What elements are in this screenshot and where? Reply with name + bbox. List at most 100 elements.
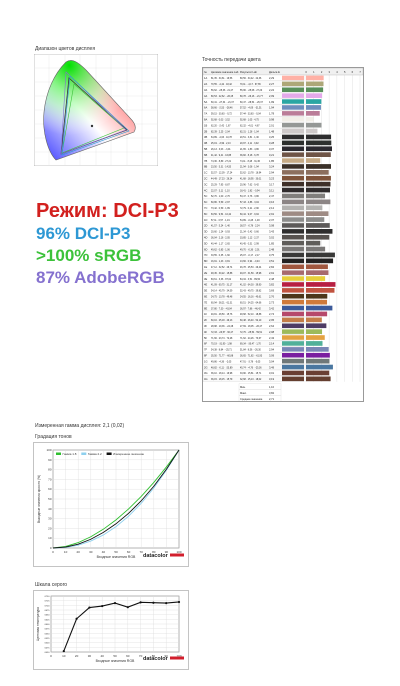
y-axis-label: Цветовая температура xyxy=(36,607,40,641)
accuracy-row-swatch xyxy=(282,99,304,104)
accuracy-row-swatch xyxy=(282,105,304,110)
accuracy-row-result: 53,47 · 0,76 · 3,86 xyxy=(240,196,259,198)
deltae-bar xyxy=(306,87,324,93)
accuracy-row-result: 60,51 · 34,25 · 64,66 xyxy=(240,302,262,304)
y-tick-label: 6725 xyxy=(45,601,51,603)
deltae-bar xyxy=(306,323,327,329)
accuracy-row-id: 8D xyxy=(204,259,207,263)
accuracy-row-deltae: 3,19 xyxy=(269,377,275,381)
accuracy-row-deltae: 2,22 xyxy=(269,88,275,92)
data-point xyxy=(62,649,65,653)
x-tick-label: 40 xyxy=(101,654,105,658)
accuracy-row-deltae: 2,27 xyxy=(269,82,275,86)
data-point xyxy=(177,600,181,604)
accuracy-row-deltae: 3,75 xyxy=(269,253,275,257)
accuracy-row-target: 57,11 · 0,57 · 1,19 xyxy=(211,220,230,222)
accuracy-row-result: 74,11 · 8,48 · 31,36 xyxy=(240,161,261,163)
x-tick-label: 70 xyxy=(139,654,143,658)
accuracy-row-swatch xyxy=(282,164,304,169)
accuracy-row-id: 3C xyxy=(204,182,207,186)
accuracy-row-deltae: 1,99 xyxy=(269,100,275,104)
accuracy-summary-value: 2,71 xyxy=(269,397,275,401)
accuracy-row-swatch xyxy=(282,128,304,134)
accuracy-row-target: 54,14 · 45,79 · 34,59 xyxy=(211,291,233,293)
accuracy-row-result: 41,02 · 64,03 · 39,90 xyxy=(240,285,262,287)
accuracy-row-swatch xyxy=(282,258,304,264)
legend-swatch xyxy=(106,452,112,455)
y-axis-label: Выходные значения яркости (%) xyxy=(37,475,41,523)
accuracy-row-target: 44,49 · 17,23 · 26,24 xyxy=(211,179,233,181)
x-tick-label: 40 xyxy=(102,550,106,554)
accuracy-scale-tick: 1 xyxy=(313,70,315,74)
x-tick-label: 50 xyxy=(114,550,118,554)
y-tick-label: 40 xyxy=(48,507,52,511)
deltae-bar xyxy=(306,99,322,104)
x-tick-label: 90 xyxy=(165,550,169,554)
accuracy-row-target: 49,81 · 48,50 · 15,76 xyxy=(211,314,233,316)
accuracy-row-deltae: 1,85 xyxy=(269,159,275,163)
accuracy-row-id: 7A xyxy=(204,112,207,116)
accuracy-row-deltae: 2,64 xyxy=(269,324,275,328)
accuracy-row-swatch xyxy=(282,264,304,269)
accuracy-row-deltae: 2,48 xyxy=(269,277,275,281)
accuracy-row-result: 45,74 · -4,76 · -25,36 xyxy=(240,367,262,369)
deltae-bar xyxy=(306,376,331,382)
cie-gamut-diagram xyxy=(34,54,158,166)
deltae-bar xyxy=(306,258,334,264)
accuracy-row-id: 1C xyxy=(204,171,207,175)
accuracy-row-swatch xyxy=(282,235,304,240)
x-tick-label: 90 xyxy=(165,654,169,658)
accuracy-row-result: 21,34 · 0,42 · 0,66 xyxy=(240,232,259,234)
accuracy-row-target: 37,80 · 7,30 · -43,04 xyxy=(211,308,233,310)
accuracy-row-id: 8F xyxy=(204,354,207,358)
accuracy-row-target: 47,12 · 32,52 · 26,74 xyxy=(211,267,233,269)
series-line xyxy=(52,449,180,549)
accuracy-row-swatch xyxy=(282,282,304,287)
accuracy-row-deltae: 1,94 xyxy=(269,106,275,110)
deltae-bar xyxy=(306,152,331,157)
accuracy-row-result: 36,97 · 7,86 · -46,42 xyxy=(240,308,262,310)
accuracy-row-target: 81,35 · 34,61 · 16,56 xyxy=(211,78,233,80)
deltae-bar xyxy=(306,181,331,187)
accuracy-row-id: 7F xyxy=(204,348,207,352)
accuracy-row-id: 7D xyxy=(204,253,207,257)
accuracy-row-swatch xyxy=(282,199,304,205)
series-line xyxy=(52,449,180,549)
accuracy-row-deltae: 2,14 xyxy=(269,342,275,346)
accuracy-row-result: 60,44 · 9,07 · 9,94 xyxy=(240,214,259,216)
accuracy-row-result: 82,31 · 1,28 · 1,04 xyxy=(240,131,259,133)
accuracy-row-target: 60,41 · -27,34 · -21,37 xyxy=(211,102,235,104)
x-tick-label: 100 xyxy=(176,654,181,658)
accuracy-row-id: 8E xyxy=(204,306,207,310)
accuracy-row-id: 6D xyxy=(204,247,207,251)
y-tick-label: 90 xyxy=(48,458,52,462)
accuracy-row-result: 51,84 · 8,56 · -26,30 xyxy=(240,350,262,352)
accuracy-row-id: 4G xyxy=(204,377,207,381)
y-tick-label: 6450 xyxy=(45,652,51,654)
deltae-bar xyxy=(306,229,333,234)
legend-label: Гамма 2.2 xyxy=(88,452,102,456)
x-tick-label: 100 xyxy=(176,550,181,554)
accuracy-row-target: 60,94 · 38,21 · 61,31 xyxy=(211,302,233,304)
accuracy-row-deltae: 2,09 xyxy=(269,94,275,98)
y-tick-label: 6600 xyxy=(45,624,51,626)
accuracy-row-swatch xyxy=(282,276,304,281)
accuracy-row-deltae: 3,69 xyxy=(269,289,275,293)
accuracy-row-id: 3B xyxy=(204,135,207,139)
deltae-bar xyxy=(306,358,330,364)
x-tick-label: 10 xyxy=(62,654,66,658)
accuracy-row-deltae: 2,29 xyxy=(269,76,275,80)
accuracy-row-deltae: 3,28 xyxy=(269,141,275,145)
y-tick-label: 6700 xyxy=(45,605,51,607)
deltae-bar xyxy=(306,317,322,323)
x-tick-label: 80 xyxy=(152,550,156,554)
accuracy-row-swatch xyxy=(282,75,304,81)
y-tick-label: 6500 xyxy=(45,643,51,645)
accuracy-summary-label: Среднее значение xyxy=(240,397,263,401)
accuracy-row-target: 40,44 · 1,17 · 2,65 xyxy=(211,243,230,245)
accuracy-row-swatch xyxy=(282,252,304,258)
datacolor-logo-bar xyxy=(170,656,184,660)
accuracy-row-swatch xyxy=(282,134,304,140)
y-tick-label: 6525 xyxy=(45,638,51,640)
accuracy-row-id: 8A xyxy=(204,118,207,122)
